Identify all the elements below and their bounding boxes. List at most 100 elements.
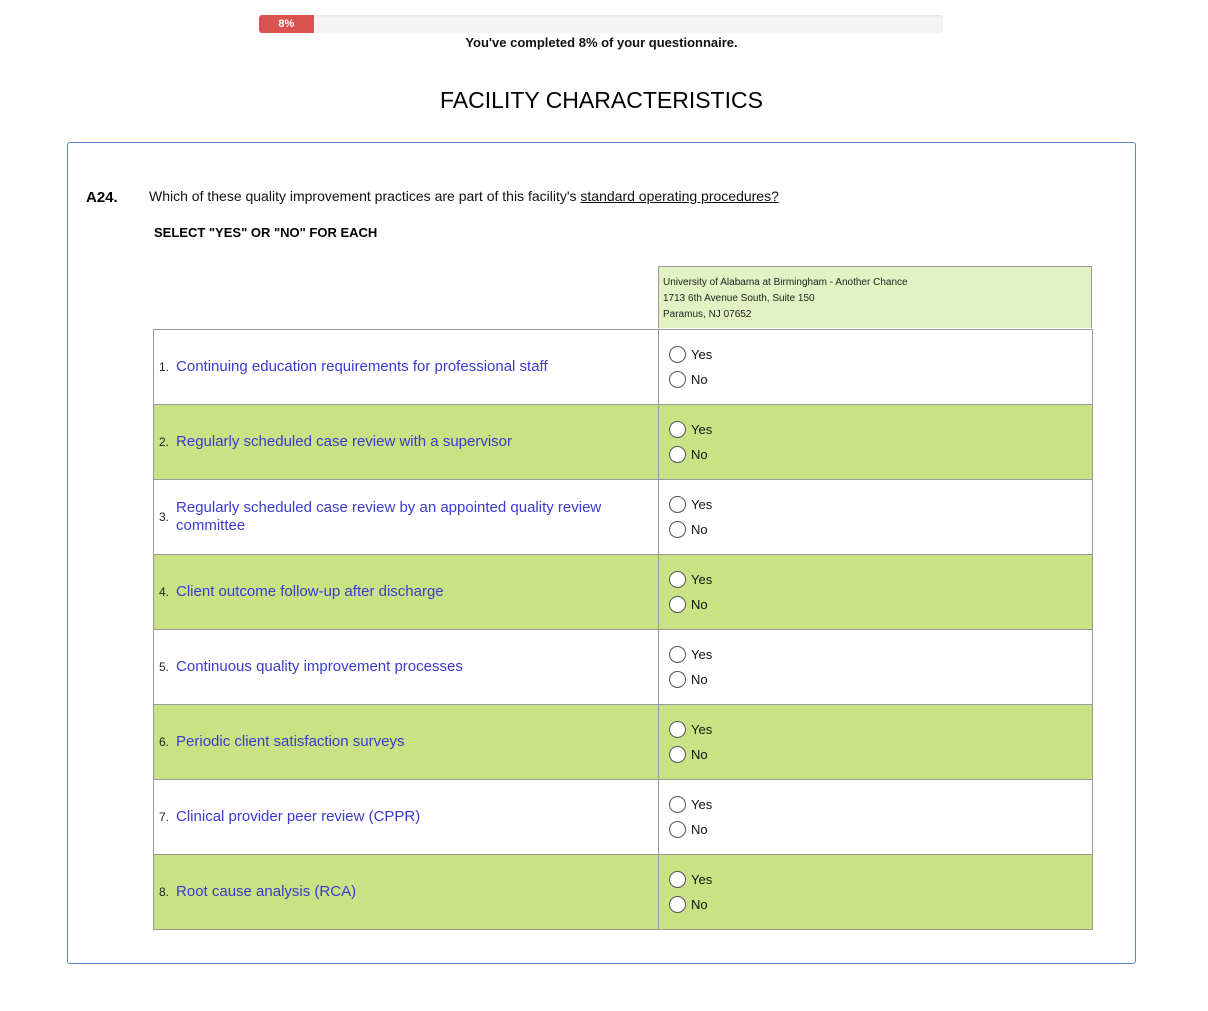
radio-no[interactable] bbox=[669, 671, 686, 688]
yes-label: Yes bbox=[691, 722, 713, 737]
yes-label: Yes bbox=[691, 797, 713, 812]
question-panel bbox=[67, 142, 1136, 964]
yes-option[interactable]: Yes bbox=[669, 571, 712, 588]
no-label: No bbox=[691, 522, 708, 537]
item-number: 2. bbox=[159, 435, 170, 449]
facility-name: University of Alabama at Birmingham - An… bbox=[663, 277, 908, 288]
yes-option[interactable]: Yes bbox=[669, 496, 712, 513]
no-option[interactable]: No bbox=[669, 671, 712, 688]
answer-cell: Yes No bbox=[659, 555, 712, 629]
yes-option[interactable]: Yes bbox=[669, 721, 712, 738]
answer-cell: Yes No bbox=[659, 855, 712, 929]
yes-option[interactable]: Yes bbox=[669, 421, 712, 438]
item-number: 1. bbox=[159, 360, 170, 374]
item-label-cell: 4. Client outcome follow-up after dischar… bbox=[154, 555, 659, 629]
question-text-main: Which of these quality improvement pract… bbox=[149, 188, 581, 204]
answer-cell: Yes No bbox=[659, 780, 712, 854]
radio-yes[interactable] bbox=[669, 571, 686, 588]
no-label: No bbox=[691, 672, 708, 687]
yes-option[interactable]: Yes bbox=[669, 871, 712, 888]
item-label: Root cause analysis (RCA) bbox=[176, 883, 357, 900]
question-number: A24. bbox=[86, 189, 118, 206]
table-row: 4. Client outcome follow-up after dischar… bbox=[153, 555, 1093, 630]
answer-cell: Yes No bbox=[659, 630, 712, 704]
item-label-cell: 6. Periodic client satisfaction surveys bbox=[154, 705, 659, 779]
yes-label: Yes bbox=[691, 422, 713, 437]
item-label-cell: 8. Root cause analysis (RCA) bbox=[154, 855, 659, 929]
no-option[interactable]: No bbox=[669, 371, 712, 388]
question-text: Which of these quality improvement pract… bbox=[149, 188, 779, 204]
yes-option[interactable]: Yes bbox=[669, 796, 712, 813]
no-option[interactable]: No bbox=[669, 446, 712, 463]
no-option[interactable]: No bbox=[669, 746, 712, 763]
instruction: SELECT "YES" OR "NO" FOR EACH bbox=[154, 225, 378, 240]
item-label: Continuing education requirements for pr… bbox=[176, 358, 548, 375]
item-label-cell: 1. Continuing education requirements for … bbox=[154, 330, 659, 404]
yes-label: Yes bbox=[691, 872, 713, 887]
facility-city: Paramus, NJ 07652 bbox=[663, 309, 752, 320]
radio-yes[interactable] bbox=[669, 496, 686, 513]
radio-yes[interactable] bbox=[669, 796, 686, 813]
item-label-cell: 3. Regularly scheduled case review by an … bbox=[154, 480, 659, 554]
no-option[interactable]: No bbox=[669, 596, 712, 613]
progress-bar: 8% bbox=[259, 15, 943, 33]
item-label-cell: 7. Clinical provider peer review (CPPR) bbox=[154, 780, 659, 854]
table-row: 5. Continuous quality improvement process… bbox=[153, 630, 1093, 705]
radio-no[interactable] bbox=[669, 596, 686, 613]
radio-yes[interactable] bbox=[669, 346, 686, 363]
item-number: 6. bbox=[159, 735, 170, 749]
progress-text: You've completed 8% of your questionnair… bbox=[465, 35, 738, 50]
item-number: 3. bbox=[159, 510, 170, 524]
yes-label: Yes bbox=[691, 572, 713, 587]
item-label: Regularly scheduled case review with a s… bbox=[176, 433, 513, 450]
no-label: No bbox=[691, 597, 708, 612]
radio-yes[interactable] bbox=[669, 421, 686, 438]
radio-yes[interactable] bbox=[669, 721, 686, 738]
radio-no[interactable] bbox=[669, 521, 686, 538]
item-number: 4. bbox=[159, 585, 170, 599]
radio-no[interactable] bbox=[669, 746, 686, 763]
yes-option[interactable]: Yes bbox=[669, 646, 712, 663]
no-option[interactable]: No bbox=[669, 821, 712, 838]
no-option[interactable]: No bbox=[669, 521, 712, 538]
no-label: No bbox=[691, 822, 708, 837]
answer-cell: Yes No bbox=[659, 705, 712, 779]
table-row: 6. Periodic client satisfaction surveys Y… bbox=[153, 705, 1093, 780]
item-label: Periodic client satisfaction surveys bbox=[176, 733, 405, 750]
question-text-underlined: standard operating procedures? bbox=[580, 188, 779, 204]
item-label: Client outcome follow-up after discharge bbox=[176, 583, 444, 600]
no-option[interactable]: No bbox=[669, 896, 712, 913]
no-label: No bbox=[691, 372, 708, 387]
table-row: 7. Clinical provider peer review (CPPR) Y… bbox=[153, 780, 1093, 855]
table-row: 3. Regularly scheduled case review by an … bbox=[153, 480, 1093, 555]
yes-label: Yes bbox=[691, 497, 713, 512]
item-label: Regularly scheduled case review by an ap… bbox=[176, 499, 602, 534]
table-row: 8. Root cause analysis (RCA) Yes No bbox=[153, 855, 1093, 930]
radio-no[interactable] bbox=[669, 371, 686, 388]
question-table: 1. Continuing education requirements for … bbox=[153, 329, 1093, 930]
answer-cell: Yes No bbox=[659, 405, 712, 479]
item-label: Continuous quality improvement processes bbox=[176, 658, 463, 675]
answer-cell: Yes No bbox=[659, 480, 712, 554]
radio-yes[interactable] bbox=[669, 646, 686, 663]
radio-yes[interactable] bbox=[669, 871, 686, 888]
item-number: 5. bbox=[159, 660, 170, 674]
facility-header: University of Alabama at Birmingham - An… bbox=[658, 266, 1092, 328]
radio-no[interactable] bbox=[669, 446, 686, 463]
item-number: 7. bbox=[159, 810, 170, 824]
item-number: 8. bbox=[159, 885, 170, 899]
progress-fill: 8% bbox=[259, 15, 314, 33]
yes-option[interactable]: Yes bbox=[669, 346, 712, 363]
radio-no[interactable] bbox=[669, 896, 686, 913]
yes-label: Yes bbox=[691, 647, 713, 662]
no-label: No bbox=[691, 447, 708, 462]
yes-label: Yes bbox=[691, 347, 713, 362]
no-label: No bbox=[691, 747, 708, 762]
item-label: Clinical provider peer review (CPPR) bbox=[176, 808, 421, 825]
no-label: No bbox=[691, 897, 708, 912]
table-row: 1. Continuing education requirements for … bbox=[153, 330, 1093, 405]
page-title: FACILITY CHARACTERISTICS bbox=[440, 87, 763, 113]
radio-no[interactable] bbox=[669, 821, 686, 838]
answer-cell: Yes No bbox=[659, 330, 712, 404]
table-row: 2. Regularly scheduled case review with a… bbox=[153, 405, 1093, 480]
